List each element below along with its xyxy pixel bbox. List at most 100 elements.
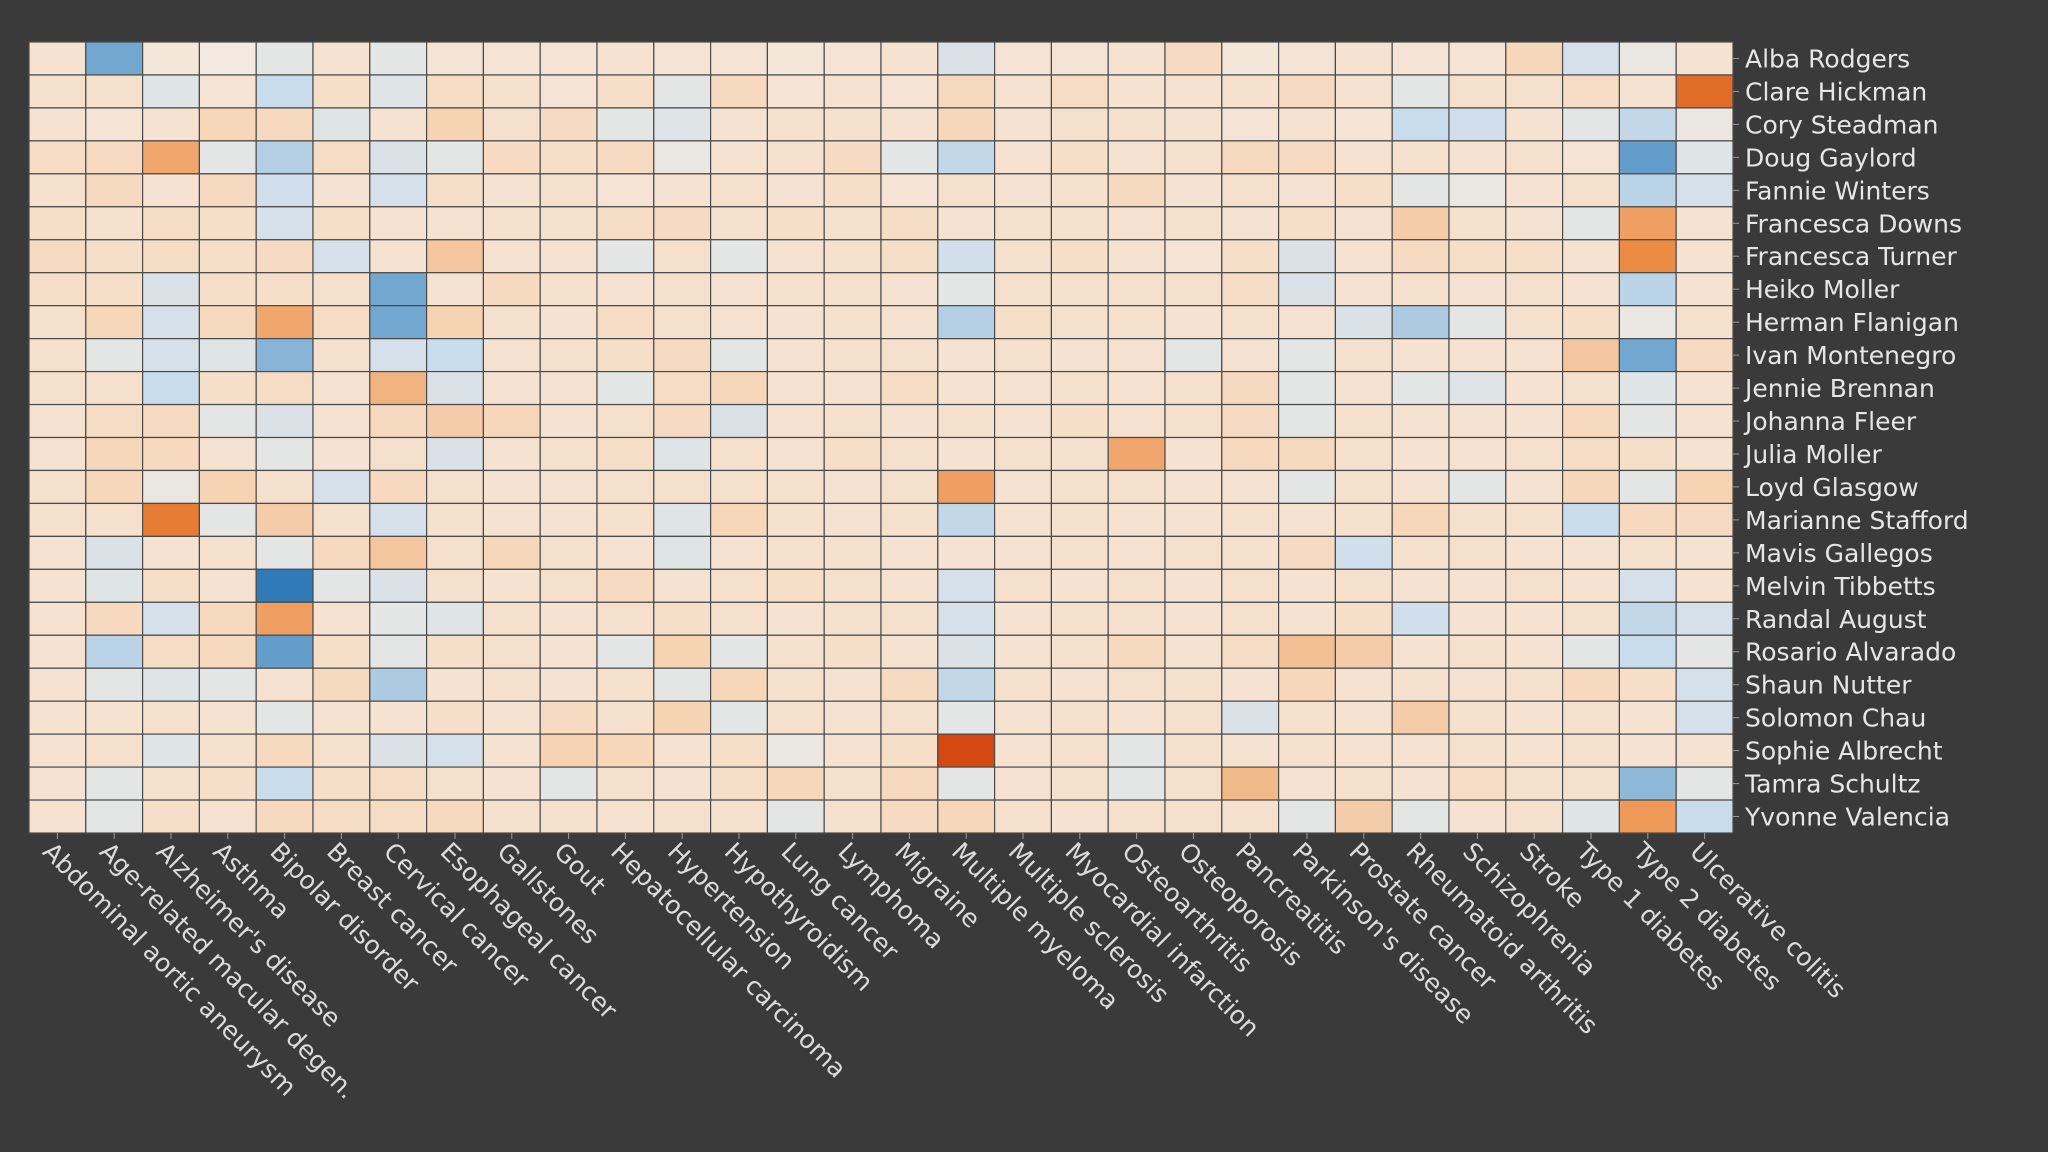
heatmap-cell	[426, 140, 485, 175]
heatmap-cell	[1050, 733, 1109, 768]
heatmap-cell	[709, 502, 768, 537]
heatmap-cell	[653, 370, 712, 406]
heatmap-cell	[1164, 272, 1223, 307]
heatmap-cell	[539, 370, 598, 406]
heatmap-cell	[1618, 74, 1677, 109]
heatmap-cell	[85, 107, 144, 142]
heatmap-cell	[255, 305, 314, 340]
heatmap-cell	[85, 568, 144, 603]
heatmap-cell	[1107, 436, 1166, 472]
heatmap-cell	[482, 568, 541, 603]
heatmap-cell	[369, 305, 428, 340]
heatmap-cell	[937, 370, 996, 406]
heatmap-cell	[596, 469, 655, 505]
heatmap-cell	[993, 239, 1052, 274]
heatmap-cell	[1618, 206, 1677, 241]
heatmap-cell	[539, 502, 598, 537]
heatmap-cell	[28, 634, 87, 669]
heatmap-cell	[1221, 634, 1280, 669]
heatmap-cell	[369, 535, 428, 570]
heatmap-cell	[426, 568, 485, 603]
heatmap-cell	[142, 700, 201, 735]
heatmap-cell	[1561, 305, 1620, 340]
heatmap-cell	[1221, 140, 1280, 175]
heatmap-cell	[1050, 272, 1109, 307]
heatmap-cell	[1561, 436, 1620, 472]
heatmap-cell	[993, 403, 1052, 439]
heatmap-cell	[312, 634, 371, 669]
heatmap-cell	[482, 305, 541, 340]
heatmap-cell	[1391, 700, 1450, 735]
heatmap-cell	[1448, 272, 1507, 307]
heatmap-cell	[312, 370, 371, 406]
heatmap-cell	[766, 370, 825, 406]
heatmap-cell	[596, 799, 655, 834]
heatmap-cell	[1675, 403, 1734, 439]
heatmap-cell	[1164, 535, 1223, 570]
heatmap-cell	[1618, 568, 1677, 603]
heatmap-cell	[1221, 799, 1280, 834]
heatmap-cell	[28, 305, 87, 340]
heatmap-cell	[823, 568, 882, 603]
heatmap-cell	[1050, 338, 1109, 373]
heatmap-cell	[1448, 799, 1507, 834]
heatmap-cell	[596, 568, 655, 603]
heatmap-cell	[369, 206, 428, 241]
heatmap-cell	[1277, 568, 1336, 603]
heatmap-cell	[937, 601, 996, 636]
heatmap-cell	[85, 436, 144, 472]
row-label: Cory Steadman	[1745, 110, 1939, 139]
heatmap-cell	[255, 568, 314, 603]
heatmap-cell	[880, 403, 939, 439]
heatmap-cell	[1334, 535, 1393, 570]
heatmap-cell	[369, 140, 428, 175]
heatmap-cell	[937, 272, 996, 307]
heatmap-cell	[142, 370, 201, 406]
heatmap-cell	[993, 436, 1052, 472]
heatmap-cell	[426, 634, 485, 669]
heatmap-cell	[255, 436, 314, 472]
heatmap-cell	[1618, 41, 1677, 76]
heatmap-cell	[1277, 239, 1336, 274]
row-label: Francesca Turner	[1745, 242, 1958, 271]
heatmap-cell	[28, 239, 87, 274]
heatmap-cell	[653, 173, 712, 208]
row-label: Yvonne Valencia	[1744, 803, 1950, 832]
heatmap-cell	[1505, 272, 1564, 307]
heatmap-cell	[766, 107, 825, 142]
heatmap-cell	[1277, 403, 1336, 439]
heatmap-cell	[539, 436, 598, 472]
heatmap-cell	[993, 74, 1052, 109]
heatmap-cell	[937, 799, 996, 834]
heatmap-cell	[426, 403, 485, 439]
heatmap-cell	[596, 436, 655, 472]
heatmap-cell	[1277, 733, 1336, 768]
heatmap-cell	[1107, 206, 1166, 241]
heatmap-cell	[142, 173, 201, 208]
heatmap-cell	[482, 403, 541, 439]
heatmap-cell	[880, 568, 939, 603]
heatmap-cell	[426, 239, 485, 274]
heatmap-cell	[1164, 568, 1223, 603]
heatmap-cell	[539, 107, 598, 142]
heatmap-cell	[1334, 74, 1393, 109]
heatmap-cell	[1391, 338, 1450, 373]
heatmap-cell	[1618, 766, 1677, 801]
heatmap-cell	[1164, 799, 1223, 834]
heatmap-cell	[1505, 766, 1564, 801]
row-label: Tamra Schultz	[1744, 770, 1921, 799]
heatmap-cell	[1221, 502, 1280, 537]
heatmap-cell	[766, 140, 825, 175]
heatmap-cell	[1561, 140, 1620, 175]
heatmap-cell	[539, 535, 598, 570]
heatmap-cell	[596, 140, 655, 175]
heatmap-cell	[1107, 173, 1166, 208]
heatmap-cell	[1277, 338, 1336, 373]
heatmap-cell	[880, 799, 939, 834]
heatmap-cell	[1277, 601, 1336, 636]
heatmap-cell	[653, 107, 712, 142]
heatmap-cell	[1618, 634, 1677, 669]
heatmap-cell	[28, 469, 87, 505]
heatmap-cell	[142, 239, 201, 274]
heatmap-cell	[369, 502, 428, 537]
